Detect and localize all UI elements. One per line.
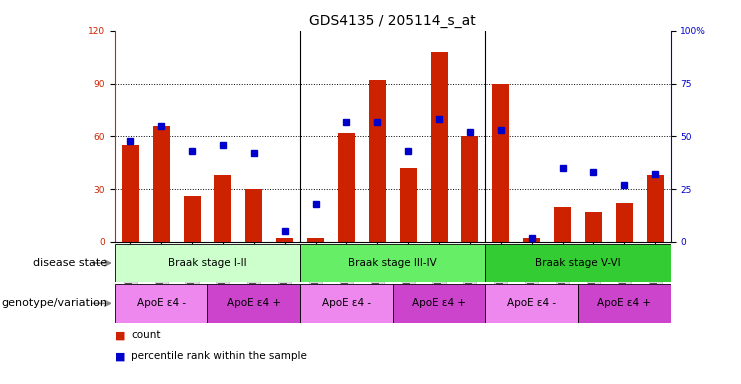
- Bar: [115, 244, 300, 282]
- Text: ApoE ε4 -: ApoE ε4 -: [322, 298, 371, 308]
- Text: ApoE ε4 +: ApoE ε4 +: [597, 298, 651, 308]
- Title: GDS4135 / 205114_s_at: GDS4135 / 205114_s_at: [309, 14, 476, 28]
- Text: ApoE ε4 +: ApoE ε4 +: [412, 298, 466, 308]
- Bar: [616, 203, 633, 242]
- Bar: [153, 126, 170, 242]
- Text: disease state: disease state: [33, 258, 107, 268]
- Text: ApoE ε4 +: ApoE ε4 +: [227, 298, 281, 308]
- Bar: [393, 284, 485, 323]
- Text: ApoE ε4 -: ApoE ε4 -: [507, 298, 556, 308]
- Bar: [399, 168, 416, 242]
- Text: genotype/variation: genotype/variation: [1, 298, 107, 308]
- Bar: [585, 212, 602, 242]
- Text: ApoE ε4 -: ApoE ε4 -: [136, 298, 186, 308]
- Text: Braak stage V-VI: Braak stage V-VI: [535, 258, 621, 268]
- Bar: [554, 207, 571, 242]
- Bar: [214, 175, 231, 242]
- Bar: [485, 244, 671, 282]
- Text: count: count: [131, 330, 161, 340]
- Text: percentile rank within the sample: percentile rank within the sample: [131, 351, 307, 361]
- Bar: [338, 133, 355, 242]
- Text: ■: ■: [115, 330, 125, 340]
- Bar: [184, 196, 201, 242]
- Bar: [431, 52, 448, 242]
- Bar: [115, 284, 207, 323]
- Bar: [462, 136, 479, 242]
- Bar: [207, 284, 300, 323]
- Bar: [300, 284, 393, 323]
- Bar: [647, 175, 664, 242]
- Text: ■: ■: [115, 351, 125, 361]
- Bar: [276, 238, 293, 242]
- Bar: [492, 84, 509, 242]
- Text: Braak stage III-IV: Braak stage III-IV: [348, 258, 437, 268]
- Bar: [300, 244, 485, 282]
- Bar: [245, 189, 262, 242]
- Bar: [307, 238, 324, 242]
- Bar: [369, 80, 386, 242]
- Text: Braak stage I-II: Braak stage I-II: [168, 258, 247, 268]
- Bar: [485, 284, 578, 323]
- Bar: [578, 284, 671, 323]
- Bar: [523, 238, 540, 242]
- Bar: [122, 145, 139, 242]
